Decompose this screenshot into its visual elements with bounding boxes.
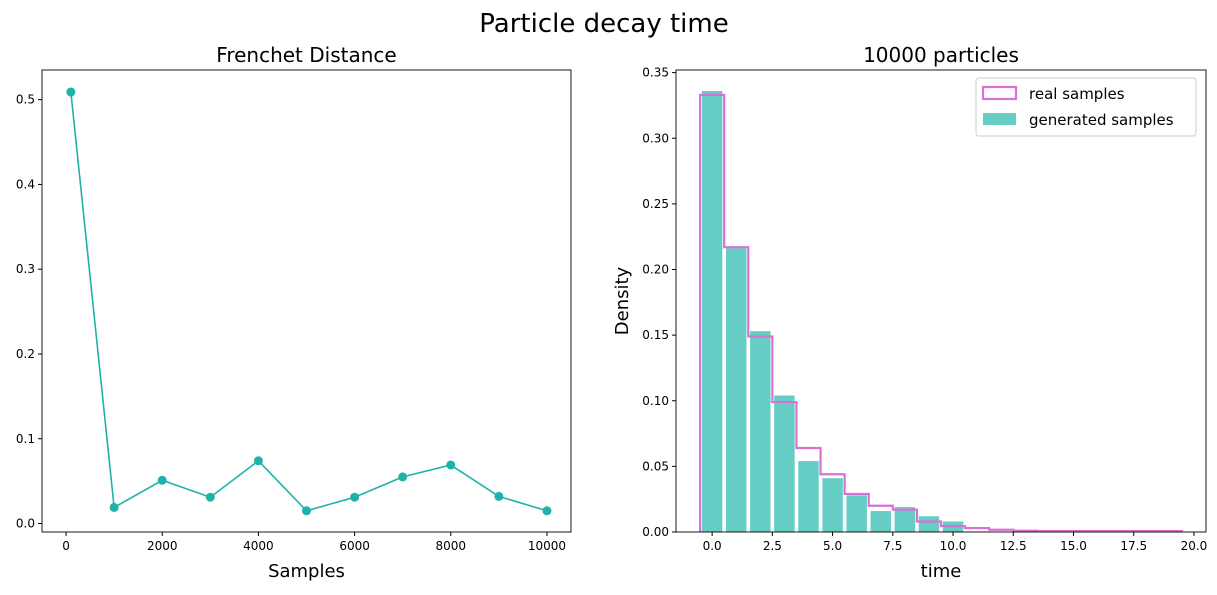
legend: real samples generated samples bbox=[975, 77, 1197, 137]
y-tick-label: 0.30 bbox=[642, 131, 669, 145]
x-tick-label: 4000 bbox=[243, 539, 274, 553]
x-tick-label: 20.0 bbox=[1181, 539, 1208, 553]
data-point bbox=[350, 492, 360, 502]
axes-frame bbox=[675, 69, 1207, 533]
generated-bar bbox=[846, 495, 867, 532]
x-tick-label: 15.0 bbox=[1060, 539, 1087, 553]
x-tick-label: 0 bbox=[62, 539, 70, 553]
data-point bbox=[205, 492, 215, 502]
y-tick-label: 0.20 bbox=[642, 263, 669, 277]
x-tick-label: 7.5 bbox=[883, 539, 902, 553]
suptitle: Particle decay time bbox=[479, 9, 728, 39]
y-tick-label: 0.10 bbox=[642, 394, 669, 408]
x-tick-label: 17.5 bbox=[1120, 539, 1147, 553]
real-samples-step bbox=[698, 93, 1184, 533]
histogram-chart: 0.0 2.5 5.0 7.5 10.0 12.5 15.0 17.5 20.0 0.00 0.05… bbox=[612, 43, 1207, 582]
y-tick-label: 0.25 bbox=[642, 197, 669, 211]
data-point bbox=[109, 502, 119, 512]
x-tick-label: 12.5 bbox=[1000, 539, 1027, 553]
generated-bar bbox=[725, 247, 747, 532]
generated-bar bbox=[701, 91, 723, 532]
data-point bbox=[157, 475, 167, 485]
axes-frame bbox=[41, 69, 572, 533]
legend-box bbox=[975, 77, 1197, 137]
y-tick-label: 0.35 bbox=[642, 66, 669, 80]
y-tick-label: 0.4 bbox=[16, 177, 35, 191]
data-point bbox=[398, 472, 408, 482]
data-point bbox=[446, 460, 456, 470]
legend-label-real: real samples bbox=[1029, 85, 1125, 103]
frechet-chart: 0 2000 4000 6000 8000 10000 0.0 0.1 0.2 0.3 0.4 0.5… bbox=[16, 43, 572, 582]
x-tick-label: 0.0 bbox=[703, 539, 722, 553]
chart-title: 10000 particles bbox=[863, 43, 1019, 67]
x-tick-label: 8000 bbox=[435, 539, 466, 553]
generated-bar bbox=[822, 478, 843, 532]
x-axis-label: time bbox=[921, 561, 962, 582]
legend-swatch-real bbox=[981, 85, 1018, 101]
y-tick-label: 0.00 bbox=[642, 525, 669, 539]
y-tick-label: 0.05 bbox=[642, 459, 669, 473]
y-tick-label: 0.15 bbox=[642, 328, 669, 342]
y-tick-label: 0.5 bbox=[16, 93, 35, 107]
x-axis-label: Samples bbox=[268, 561, 345, 582]
data-point bbox=[494, 491, 504, 501]
legend-swatch-generated bbox=[983, 113, 1016, 125]
y-tick-label: 0.2 bbox=[16, 347, 35, 361]
x-tick-label: 5.0 bbox=[823, 539, 842, 553]
generated-bar bbox=[870, 511, 892, 532]
legend-label-generated: generated samples bbox=[1029, 111, 1174, 129]
generated-bar bbox=[894, 507, 916, 532]
chart-title: Frenchet Distance bbox=[216, 43, 396, 67]
series-line bbox=[70, 91, 548, 512]
generated-bar bbox=[774, 395, 795, 532]
y-tick-label: 0.3 bbox=[16, 262, 35, 276]
x-tick-label: 2.5 bbox=[763, 539, 782, 553]
data-point bbox=[542, 506, 552, 516]
x-tick-label: 2000 bbox=[147, 539, 178, 553]
generated-bar bbox=[750, 331, 771, 532]
y-tick-label: 0.1 bbox=[16, 432, 35, 446]
y-axis-label: Density bbox=[612, 266, 633, 335]
data-point bbox=[302, 506, 311, 516]
data-point bbox=[253, 456, 263, 466]
generated-bar bbox=[918, 516, 940, 532]
y-tick-label: 0.0 bbox=[16, 517, 35, 531]
data-point bbox=[66, 87, 76, 97]
x-tick-label: 10000 bbox=[528, 539, 566, 553]
generated-bar bbox=[798, 461, 819, 532]
x-tick-label: 10.0 bbox=[940, 539, 967, 553]
x-tick-label: 6000 bbox=[339, 539, 370, 553]
